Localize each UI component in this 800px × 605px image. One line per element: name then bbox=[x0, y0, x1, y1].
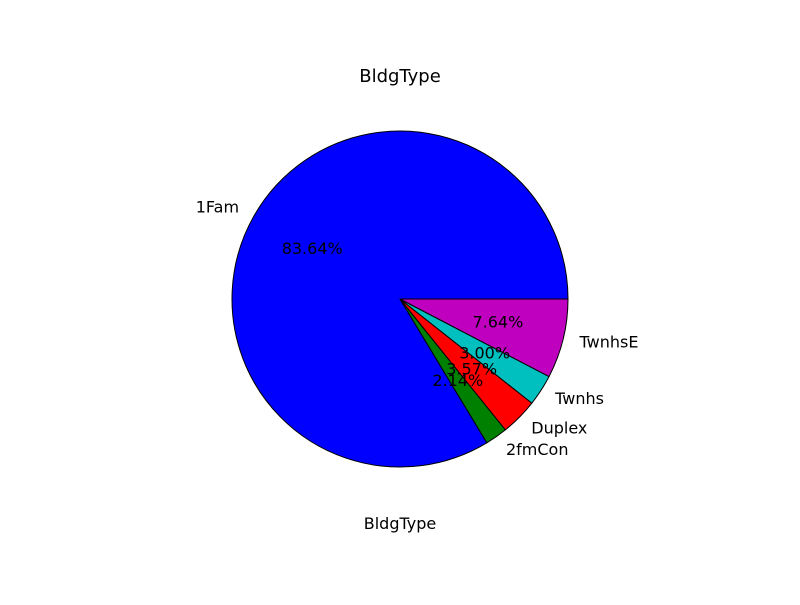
category-label-twnhse: TwnhsE bbox=[579, 332, 639, 351]
pie-slice-twnhse bbox=[399, 298, 569, 378]
x-axis-label: BldgType bbox=[364, 514, 436, 533]
category-label-twnhs: Twnhs bbox=[554, 389, 604, 408]
value-label-twnhse: 7.64% bbox=[472, 312, 523, 331]
category-label-1fam: 1Fam bbox=[196, 198, 239, 217]
value-label-1fam: 83.64% bbox=[282, 239, 343, 258]
value-label-duplex: 3.57% bbox=[446, 359, 497, 378]
value-label-twnhs: 3.00% bbox=[459, 343, 510, 362]
chart-title: BldgType bbox=[359, 66, 441, 87]
pie-labels: 1Fam 83.64% 2fmCon 2.14% Duplex 3.57% Twnhs 3.0… bbox=[196, 198, 639, 459]
pie-slices bbox=[231, 130, 569, 468]
category-label-duplex: Duplex bbox=[531, 419, 587, 438]
value-label-2fmcon: 2.14% bbox=[432, 371, 483, 390]
category-label-2fmcon: 2fmCon bbox=[506, 440, 569, 459]
